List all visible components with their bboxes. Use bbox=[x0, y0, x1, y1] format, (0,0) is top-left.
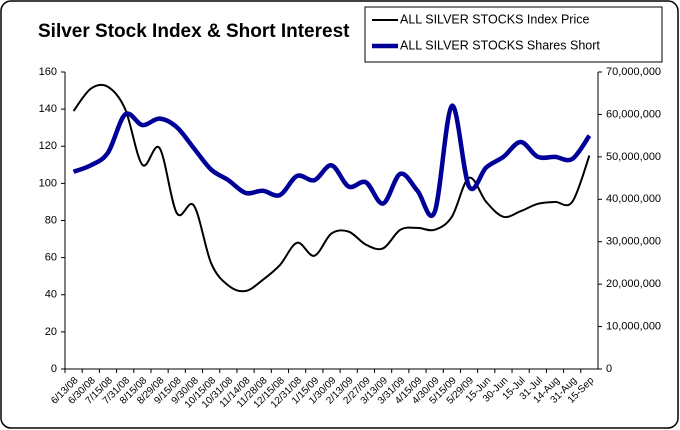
legend-box bbox=[364, 6, 663, 63]
series-line bbox=[72, 83, 591, 293]
series-line bbox=[72, 103, 592, 218]
y-tick-label: 40 bbox=[45, 289, 57, 301]
y2-tick-label: 0 bbox=[606, 363, 612, 375]
chart-title: Silver Stock Index & Short Interest bbox=[38, 21, 350, 42]
legend-label: ALL SILVER STOCKS Index Price bbox=[400, 12, 589, 26]
y2-tick-label: 70,000,000 bbox=[606, 66, 661, 78]
y-tick-label: 80 bbox=[45, 214, 57, 226]
y-tick-label: 0 bbox=[51, 363, 57, 375]
y-tick-label: 140 bbox=[39, 103, 57, 115]
y-tick-label: 20 bbox=[45, 326, 57, 338]
y-tick-label: 120 bbox=[39, 140, 57, 152]
y-tick-label: 100 bbox=[39, 177, 57, 189]
y2-tick-label: 60,000,000 bbox=[606, 108, 661, 120]
y-tick-label: 60 bbox=[45, 252, 57, 264]
y2-tick-label: 10,000,000 bbox=[606, 320, 661, 332]
y2-tick-label: 20,000,000 bbox=[606, 278, 661, 290]
y-tick-label: 160 bbox=[39, 66, 57, 78]
y2-tick-label: 50,000,000 bbox=[606, 151, 661, 163]
y2-tick-label: 30,000,000 bbox=[606, 236, 661, 248]
legend-label: ALL SILVER STOCKS Shares Short bbox=[400, 38, 600, 52]
y2-tick-label: 40,000,000 bbox=[606, 193, 661, 205]
